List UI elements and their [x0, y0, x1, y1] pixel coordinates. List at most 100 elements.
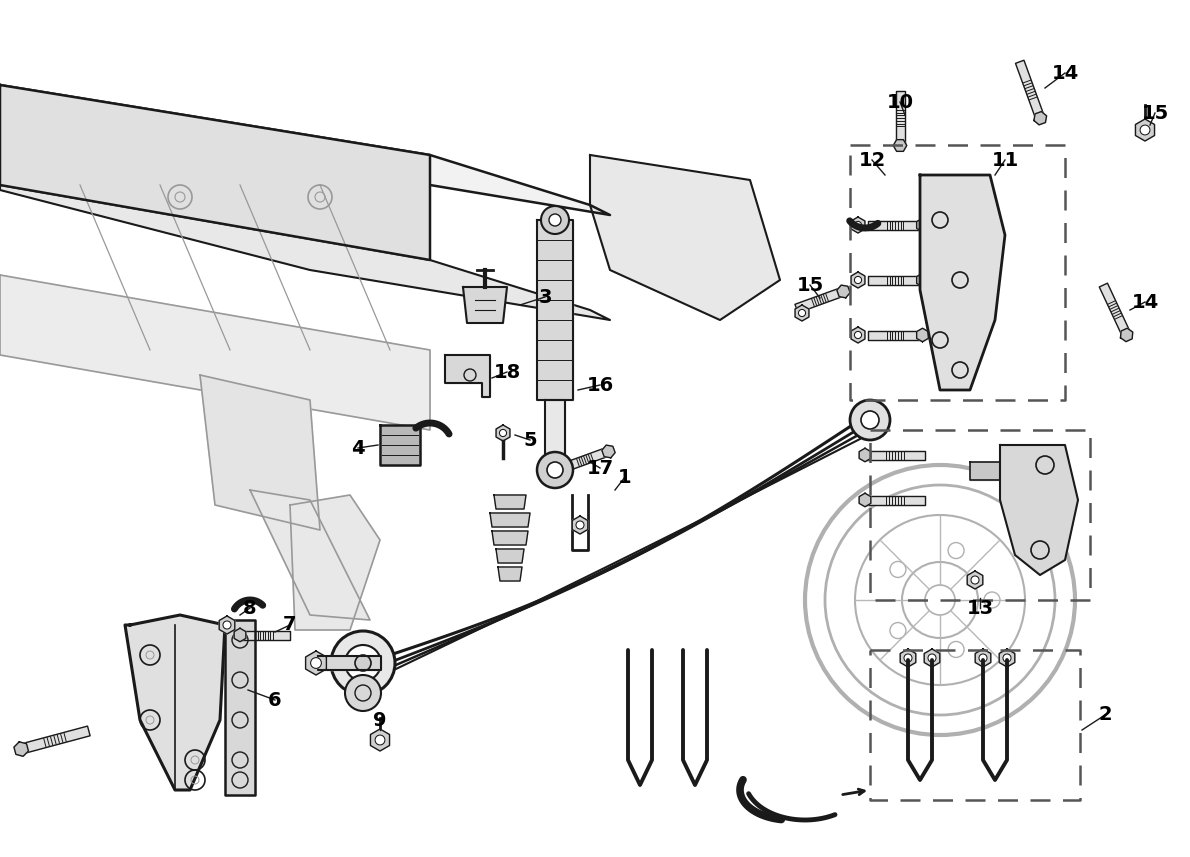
Circle shape: [850, 400, 890, 440]
Polygon shape: [497, 567, 522, 581]
Circle shape: [928, 654, 937, 662]
Circle shape: [971, 576, 979, 584]
Polygon shape: [0, 185, 610, 320]
Polygon shape: [967, 571, 983, 589]
Polygon shape: [795, 305, 809, 321]
Polygon shape: [219, 616, 234, 634]
Polygon shape: [925, 649, 940, 667]
Circle shape: [904, 654, 912, 662]
Circle shape: [547, 462, 563, 478]
Polygon shape: [445, 355, 490, 397]
Polygon shape: [290, 495, 380, 630]
Circle shape: [1003, 654, 1012, 662]
Text: 6: 6: [268, 691, 282, 710]
Polygon shape: [14, 742, 29, 757]
Circle shape: [345, 675, 381, 711]
Text: 8: 8: [243, 598, 257, 618]
Polygon shape: [491, 531, 528, 545]
Polygon shape: [1015, 60, 1045, 120]
Text: 1: 1: [618, 468, 632, 487]
Circle shape: [979, 654, 987, 662]
Text: 9: 9: [374, 710, 387, 729]
Polygon shape: [916, 219, 928, 231]
Polygon shape: [496, 549, 524, 563]
Text: 5: 5: [524, 430, 537, 450]
Polygon shape: [865, 495, 925, 505]
Polygon shape: [318, 656, 381, 670]
Polygon shape: [306, 651, 326, 675]
Polygon shape: [0, 85, 430, 260]
Polygon shape: [560, 447, 610, 473]
Polygon shape: [894, 140, 907, 152]
Polygon shape: [916, 328, 928, 342]
Polygon shape: [0, 85, 610, 215]
Polygon shape: [868, 331, 922, 339]
Circle shape: [500, 429, 507, 436]
Text: 12: 12: [858, 151, 885, 170]
Polygon shape: [1100, 283, 1130, 337]
Circle shape: [355, 655, 371, 671]
Polygon shape: [970, 462, 1000, 480]
Polygon shape: [859, 448, 871, 462]
Polygon shape: [896, 91, 904, 146]
Polygon shape: [200, 375, 320, 530]
Text: 14: 14: [1132, 292, 1159, 311]
Polygon shape: [859, 494, 871, 506]
Polygon shape: [1135, 119, 1154, 141]
Circle shape: [345, 645, 381, 681]
Polygon shape: [250, 490, 370, 620]
Polygon shape: [795, 287, 845, 313]
Circle shape: [331, 631, 395, 695]
Text: 13: 13: [966, 598, 994, 618]
Polygon shape: [463, 287, 507, 323]
Polygon shape: [545, 400, 565, 470]
Polygon shape: [240, 631, 290, 639]
Text: 4: 4: [351, 439, 365, 458]
Circle shape: [798, 309, 806, 316]
Text: 15: 15: [796, 275, 823, 295]
Polygon shape: [900, 649, 916, 667]
Text: 10: 10: [887, 93, 914, 111]
Polygon shape: [1034, 111, 1046, 125]
Polygon shape: [225, 620, 255, 795]
Text: 11: 11: [991, 151, 1019, 170]
Polygon shape: [865, 451, 925, 459]
Polygon shape: [537, 220, 574, 400]
Text: 3: 3: [538, 287, 552, 307]
Circle shape: [375, 735, 384, 745]
Text: 14: 14: [1052, 63, 1078, 82]
Polygon shape: [0, 275, 430, 430]
Polygon shape: [125, 615, 225, 790]
Circle shape: [311, 657, 321, 668]
Polygon shape: [851, 272, 865, 288]
Polygon shape: [920, 175, 1006, 390]
Polygon shape: [380, 425, 420, 465]
Polygon shape: [851, 327, 865, 343]
Polygon shape: [868, 275, 922, 285]
Circle shape: [541, 206, 569, 234]
Text: 17: 17: [587, 458, 614, 477]
Text: 16: 16: [587, 375, 614, 394]
Polygon shape: [20, 726, 90, 754]
Polygon shape: [490, 513, 530, 527]
Circle shape: [854, 277, 862, 284]
Polygon shape: [1121, 328, 1133, 342]
Polygon shape: [916, 273, 928, 287]
Circle shape: [862, 411, 879, 429]
Circle shape: [854, 332, 862, 339]
Circle shape: [576, 521, 584, 529]
Circle shape: [223, 621, 231, 629]
Circle shape: [854, 221, 862, 229]
Polygon shape: [851, 217, 865, 233]
Text: 7: 7: [283, 615, 296, 634]
Polygon shape: [976, 649, 991, 667]
Text: 18: 18: [494, 363, 521, 381]
Circle shape: [537, 452, 574, 488]
Circle shape: [549, 214, 560, 226]
Text: 2: 2: [1098, 705, 1111, 724]
Polygon shape: [572, 516, 588, 534]
Polygon shape: [1000, 649, 1015, 667]
Circle shape: [1140, 125, 1150, 135]
Polygon shape: [590, 155, 779, 320]
Polygon shape: [234, 628, 246, 642]
